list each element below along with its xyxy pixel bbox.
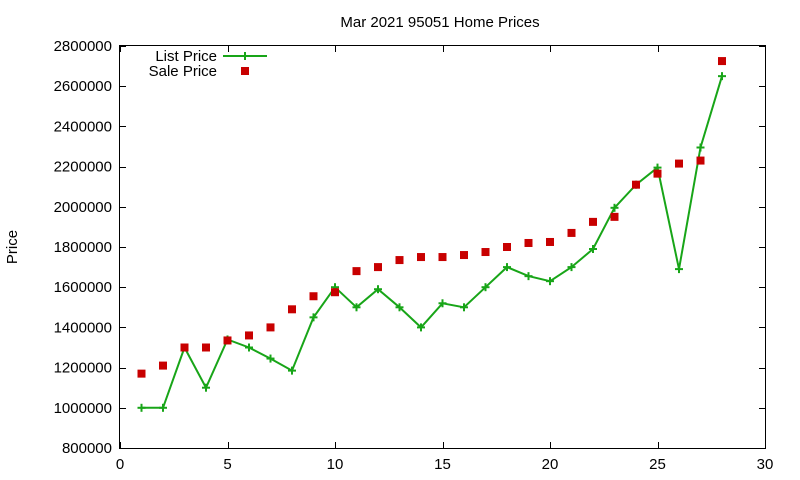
list-price-point xyxy=(266,354,275,363)
sale-price-point xyxy=(159,361,167,370)
list-price-line xyxy=(141,75,723,409)
x-tick-label: 25 xyxy=(649,456,666,473)
sale-price-point xyxy=(288,305,296,314)
sale-price-point xyxy=(632,180,640,189)
x-tick-label: 30 xyxy=(757,456,774,473)
list-price-point xyxy=(546,277,554,286)
sale-price-point xyxy=(610,212,619,221)
list-price-point xyxy=(202,383,210,392)
list-price-point xyxy=(288,366,296,375)
legend-label-list-price: List Price xyxy=(155,48,217,65)
sale-price-point xyxy=(202,343,210,352)
x-tick-label: 0 xyxy=(116,456,124,473)
list-price-point xyxy=(610,203,619,212)
sale-price-point xyxy=(417,253,425,262)
legend: List Price Sale Price xyxy=(149,48,267,80)
y-tick-label: 2000000 xyxy=(54,199,112,216)
x-tick-label: 5 xyxy=(223,456,231,473)
sale-price-point xyxy=(245,331,253,340)
sale-price-point xyxy=(331,288,339,297)
list-price-point xyxy=(524,272,533,281)
sale-price-point xyxy=(266,323,275,332)
y-tick-label: 2800000 xyxy=(54,38,112,55)
list-price-point xyxy=(395,303,404,312)
sale-price-point xyxy=(374,263,382,272)
list-price-point xyxy=(374,285,382,294)
list-price-point xyxy=(309,313,318,322)
list-price-point xyxy=(245,343,253,352)
y-axis-label: Price xyxy=(4,230,21,264)
y-tick-label: 1000000 xyxy=(54,400,112,417)
sale-price-point xyxy=(395,256,404,265)
list-price-point xyxy=(718,72,726,81)
list-price-point xyxy=(137,403,146,412)
sale-price-point xyxy=(137,369,146,378)
x-tick-label: 20 xyxy=(542,456,559,473)
list-price-point xyxy=(481,283,490,292)
sale-price-point xyxy=(180,343,189,352)
list-price-point xyxy=(503,263,511,272)
list-price-point xyxy=(438,299,447,308)
y-tick-label: 1800000 xyxy=(54,239,112,256)
sale-price-point xyxy=(524,238,533,247)
list-price-point xyxy=(352,303,361,312)
list-price-point xyxy=(675,265,683,274)
chart-title: Mar 2021 95051 Home Prices xyxy=(340,14,539,31)
sale-price-point xyxy=(718,57,726,66)
x-tick-label: 10 xyxy=(327,456,344,473)
legend-swatches xyxy=(223,52,267,75)
y-tick-label: 2600000 xyxy=(54,78,112,95)
sale-price-point xyxy=(503,243,511,251)
y-tick-label: 1400000 xyxy=(54,319,112,336)
y-tick-label: 2200000 xyxy=(54,159,112,176)
axes: 0 5 10 15 20 25 30 800000 1000000 1200000 1400000 1… xyxy=(54,38,774,473)
legend-swatch-sale-price xyxy=(241,67,249,75)
sale-price-point xyxy=(546,237,554,246)
y-tick-label: 1200000 xyxy=(54,360,112,377)
legend-label-sale-price: Sale Price xyxy=(149,63,217,80)
sale-price-point xyxy=(438,253,447,262)
list-price-point xyxy=(589,245,597,254)
list-price-point xyxy=(159,403,167,412)
y-tick-label: 800000 xyxy=(62,440,112,457)
sale-price-point xyxy=(223,336,232,345)
list-price-point xyxy=(696,143,705,152)
plot-area-frame xyxy=(119,45,766,449)
y-tick-label: 2400000 xyxy=(54,118,112,135)
sale-price-point xyxy=(352,267,361,276)
series-layer xyxy=(137,57,726,412)
list-price-point xyxy=(567,263,576,272)
list-price-point xyxy=(460,303,468,312)
y-tick-label: 1600000 xyxy=(54,279,112,296)
sale-price-point xyxy=(481,248,490,257)
sale-price-point xyxy=(309,292,318,301)
sale-price-point xyxy=(567,228,576,237)
sale-price-point xyxy=(653,169,662,178)
x-tick-label: 15 xyxy=(434,456,451,473)
list-price-point xyxy=(417,323,425,332)
sale-price-point xyxy=(675,159,683,168)
sale-price-point xyxy=(460,251,468,260)
sale-price-point xyxy=(696,156,705,165)
sale-price-point xyxy=(589,217,597,226)
